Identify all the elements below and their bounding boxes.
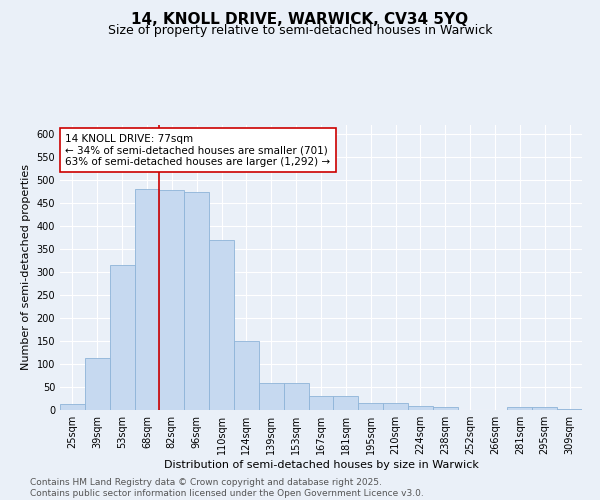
- Bar: [308, 396, 334, 410]
- Bar: [508, 407, 532, 410]
- Text: Contains HM Land Registry data © Crown copyright and database right 2025.
Contai: Contains HM Land Registry data © Crown c…: [30, 478, 424, 498]
- Text: 14 KNOLL DRIVE: 77sqm
← 34% of semi-detached houses are smaller (701)
63% of sem: 14 KNOLL DRIVE: 77sqm ← 34% of semi-deta…: [65, 134, 331, 167]
- X-axis label: Distribution of semi-detached houses by size in Warwick: Distribution of semi-detached houses by …: [164, 460, 478, 470]
- Bar: [259, 384, 284, 410]
- Bar: [209, 240, 234, 410]
- Bar: [184, 192, 209, 410]
- Bar: [60, 404, 85, 410]
- Text: Size of property relative to semi-detached houses in Warwick: Size of property relative to semi-detach…: [108, 24, 492, 37]
- Bar: [110, 265, 134, 410]
- Bar: [234, 341, 259, 410]
- Y-axis label: Number of semi-detached properties: Number of semi-detached properties: [21, 164, 31, 370]
- Bar: [358, 403, 383, 410]
- Bar: [334, 396, 358, 410]
- Bar: [532, 407, 557, 410]
- Bar: [134, 190, 160, 410]
- Text: 14, KNOLL DRIVE, WARWICK, CV34 5YQ: 14, KNOLL DRIVE, WARWICK, CV34 5YQ: [131, 12, 469, 28]
- Bar: [383, 403, 408, 410]
- Bar: [85, 358, 110, 410]
- Bar: [408, 406, 433, 410]
- Bar: [433, 407, 458, 410]
- Bar: [284, 384, 308, 410]
- Bar: [557, 408, 582, 410]
- Bar: [160, 190, 184, 410]
